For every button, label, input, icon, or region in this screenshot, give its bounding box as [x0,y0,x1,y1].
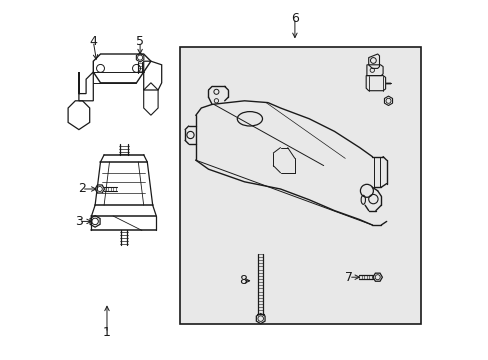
Bar [179,47,420,324]
Text: 2: 2 [78,183,85,195]
Text: 7: 7 [344,271,352,284]
Text: 5: 5 [136,35,144,48]
Text: 3: 3 [75,215,82,228]
Text: 4: 4 [89,35,97,48]
Text: 8: 8 [238,274,246,287]
Text: 6: 6 [290,12,298,24]
Text: 1: 1 [103,327,111,339]
